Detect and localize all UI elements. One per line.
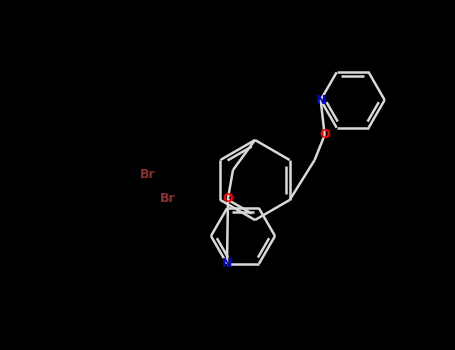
Text: O: O xyxy=(319,128,330,141)
Text: N: N xyxy=(222,257,232,270)
Text: Br: Br xyxy=(160,191,176,204)
Text: O: O xyxy=(222,191,233,204)
Text: Br: Br xyxy=(140,168,156,182)
Text: N: N xyxy=(315,93,326,106)
